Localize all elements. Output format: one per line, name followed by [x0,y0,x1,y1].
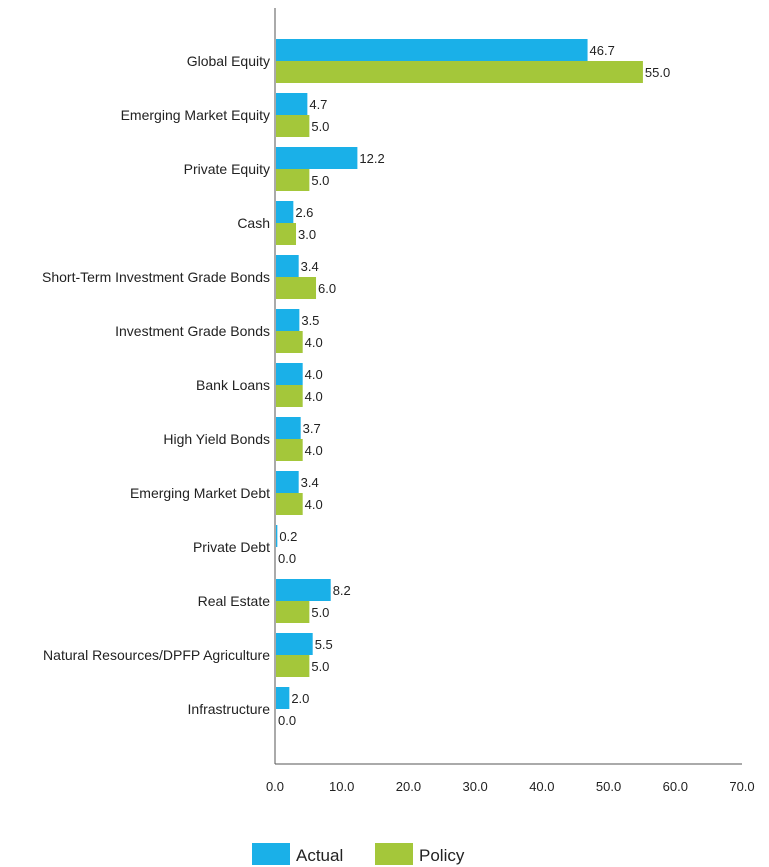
value-label-policy-cash: 3.0 [298,227,316,242]
x-tick-label: 50.0 [596,779,621,794]
category-label-bank-loans: Bank Loans [196,377,270,393]
x-tick-label: 0.0 [266,779,284,794]
x-tick-label: 10.0 [329,779,354,794]
bar-policy-high-yield-bonds [276,439,303,461]
category-label-real-estate: Real Estate [198,593,271,609]
bar-actual-investment-grade-bonds [276,309,299,331]
value-label-actual-global-equity: 46.7 [590,43,615,58]
value-label-actual-emerging-market-debt: 3.4 [301,475,319,490]
bar-actual-real-estate [276,579,331,601]
value-label-actual-natural-resources-dpfp-agriculture: 5.5 [315,637,333,652]
value-label-actual-private-debt: 0.2 [279,529,297,544]
category-label-investment-grade-bonds: Investment Grade Bonds [115,323,270,339]
value-label-policy-emerging-market-equity: 5.0 [311,119,329,134]
value-label-actual-bank-loans: 4.0 [305,367,323,382]
category-label-private-debt: Private Debt [193,539,270,555]
x-tick-label: 70.0 [729,779,754,794]
legend: Actual Policy [252,843,465,865]
bar-policy-real-estate [276,601,309,623]
value-label-actual-high-yield-bonds: 3.7 [303,421,321,436]
bar-actual-emerging-market-debt [276,471,299,493]
value-label-policy-bank-loans: 4.0 [305,389,323,404]
bar-actual-infrastructure [276,687,289,709]
value-label-policy-investment-grade-bonds: 4.0 [305,335,323,350]
bar-actual-global-equity [276,39,588,61]
category-label-natural-resources-dpfp-agriculture: Natural Resources/DPFP Agriculture [43,647,270,663]
x-tick-label: 30.0 [462,779,487,794]
category-label-short-term-investment-grade-bonds: Short-Term Investment Grade Bonds [42,269,270,285]
category-label-cash: Cash [237,215,270,231]
legend-swatch-policy [375,843,413,865]
x-axis-ticks: 0.0 10.0 20.0 30.0 40.0 50.0 60.0 70.0 [266,779,755,794]
value-label-actual-cash: 2.6 [295,205,313,220]
value-label-actual-real-estate: 8.2 [333,583,351,598]
bar-actual-short-term-investment-grade-bonds [276,255,299,277]
chart-axes [275,8,742,764]
bar-policy-natural-resources-dpfp-agriculture [276,655,309,677]
legend-label-policy: Policy [419,846,465,865]
x-tick-label: 20.0 [396,779,421,794]
legend-label-actual: Actual [296,846,343,865]
bar-marks [276,39,643,709]
value-label-policy-real-estate: 5.0 [311,605,329,620]
bar-actual-high-yield-bonds [276,417,301,439]
bar-actual-private-equity [276,147,357,169]
category-label-global-equity: Global Equity [187,53,270,69]
category-label-emerging-market-equity: Emerging Market Equity [121,107,270,123]
bar-policy-bank-loans [276,385,303,407]
category-label-infrastructure: Infrastructure [188,701,271,717]
value-label-actual-private-equity: 12.2 [359,151,384,166]
bar-policy-emerging-market-equity [276,115,309,137]
value-label-policy-private-debt: 0.0 [278,551,296,566]
category-label-private-equity: Private Equity [184,161,270,177]
value-label-policy-private-equity: 5.0 [311,173,329,188]
value-label-policy-high-yield-bonds: 4.0 [305,443,323,458]
bar-actual-cash [276,201,293,223]
bar-policy-global-equity [276,61,643,83]
bar-policy-cash [276,223,296,245]
value-label-actual-infrastructure: 2.0 [291,691,309,706]
legend-swatch-actual [252,843,290,865]
x-tick-label: 40.0 [529,779,554,794]
value-label-policy-global-equity: 55.0 [645,65,670,80]
bar-actual-emerging-market-equity [276,93,307,115]
value-label-actual-investment-grade-bonds: 3.5 [301,313,319,328]
value-label-policy-short-term-investment-grade-bonds: 6.0 [318,281,336,296]
value-label-policy-natural-resources-dpfp-agriculture: 5.0 [311,659,329,674]
bar-policy-private-equity [276,169,309,191]
bar-policy-emerging-market-debt [276,493,303,515]
value-label-actual-short-term-investment-grade-bonds: 3.4 [301,259,319,274]
value-label-policy-infrastructure: 0.0 [278,713,296,728]
category-label-high-yield-bonds: High Yield Bonds [163,431,270,447]
bar-actual-bank-loans [276,363,303,385]
value-label-actual-emerging-market-equity: 4.7 [309,97,327,112]
bar-actual-private-debt [276,525,277,547]
bar-actual-natural-resources-dpfp-agriculture [276,633,313,655]
bar-policy-investment-grade-bonds [276,331,303,353]
x-tick-label: 60.0 [663,779,688,794]
bar-policy-short-term-investment-grade-bonds [276,277,316,299]
value-labels: 46.7 55.0 4.7 5.0 12.2 5.0 2.6 3.0 3.4 6.0 3.5 4.0 4… [278,43,670,728]
category-labels: Global Equity Emerging Market Equity Priva… [42,53,270,717]
category-label-emerging-market-debt: Emerging Market Debt [130,485,270,501]
value-label-policy-emerging-market-debt: 4.0 [305,497,323,512]
